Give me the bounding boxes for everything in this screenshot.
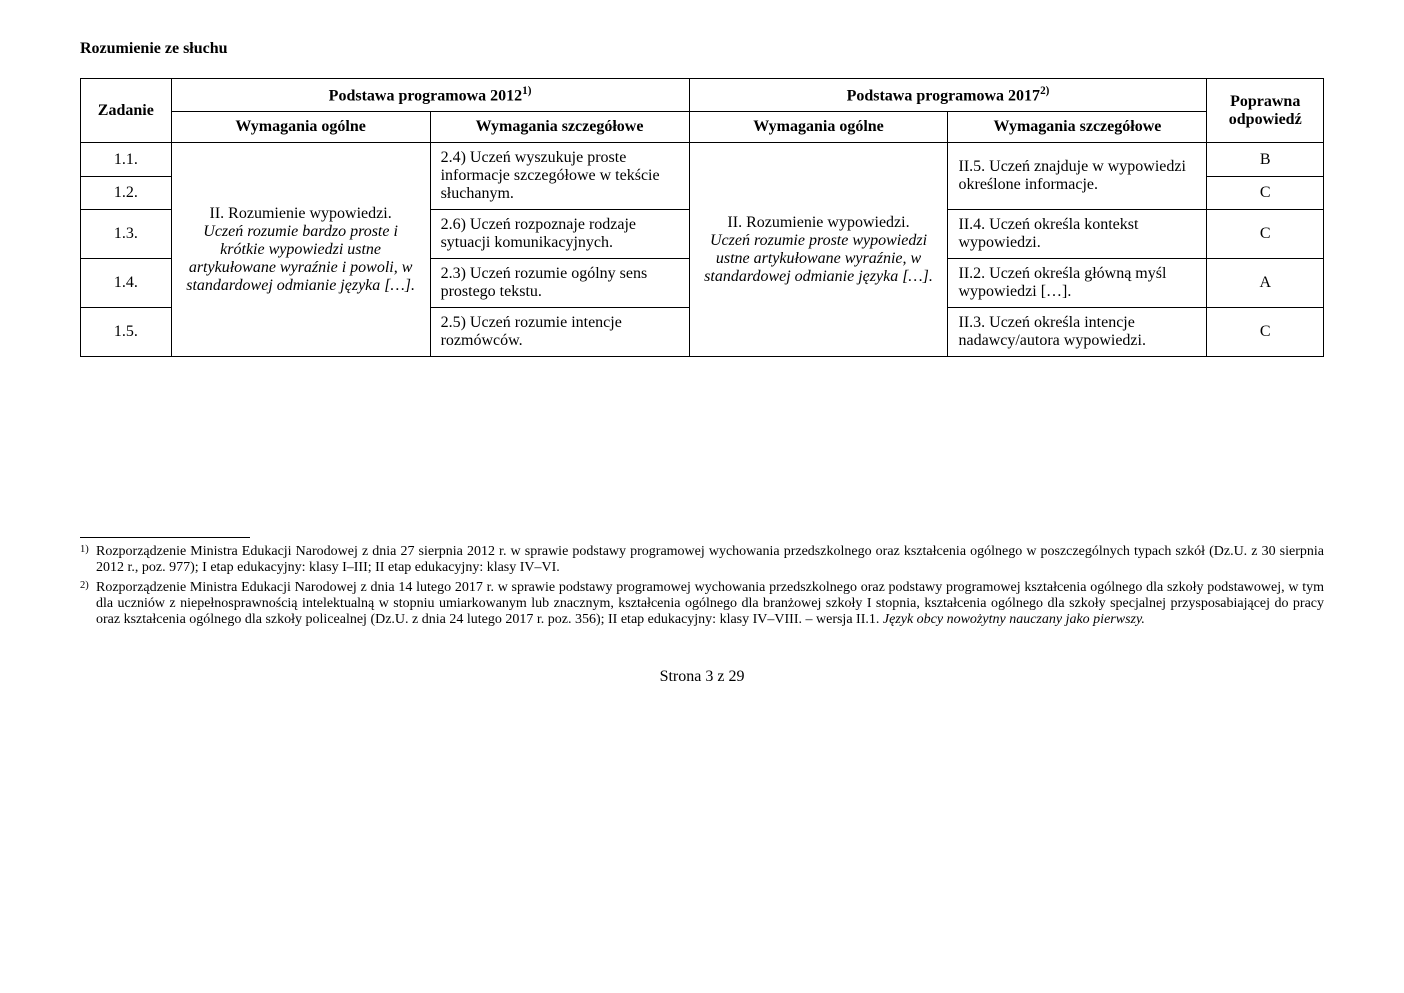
footnotes: 1) Rozporządzenie Ministra Edukacji Naro… [80,537,1324,628]
header-wym-ogolne-1: Wymagania ogólne [171,112,430,143]
cell-odp: C [1207,210,1324,259]
cell-ogolne-2017-merged: II. Rozumienie wypowiedzi. Uczeń rozumie… [689,143,948,357]
cell-szczeg-2017: II.2. Uczeń określa główną myśl wypowied… [948,259,1207,308]
footnote-1: 1) Rozporządzenie Ministra Edukacji Naro… [80,544,1324,576]
table-row: 1.1. II. Rozumienie wypowiedzi. Uczeń ro… [81,143,1324,177]
cell-szczeg-2017: II.3. Uczeń określa intencje nadawcy/aut… [948,308,1207,357]
footnote-text: Rozporządzenie Ministra Edukacji Narodow… [96,544,1324,576]
footnote-2: 2) Rozporządzenie Ministra Edukacji Naro… [80,580,1324,628]
cell-szczeg-2017-merged: II.5. Uczeń znajduje w wypowiedzi określ… [948,143,1207,210]
cell-szczeg-2012: 2.3) Uczeń rozumie ogólny sens prostego … [430,259,689,308]
header-wym-ogolne-2: Wymagania ogólne [689,112,948,143]
header-wym-szczeg-2: Wymagania szczegółowe [948,112,1207,143]
cell-zadanie: 1.4. [81,259,172,308]
cell-szczeg-2012: 2.6) Uczeń rozpoznaje rodzaje sytuacji k… [430,210,689,259]
cell-odp: A [1207,259,1324,308]
cell-odp: C [1207,308,1324,357]
footnote-marker: 1) [80,544,96,576]
cell-ogolne-2012-merged: II. Rozumienie wypowiedzi. Uczeń rozumie… [171,143,430,357]
footnote-marker: 2) [80,580,96,628]
cell-odp: C [1207,176,1324,210]
cell-zadanie: 1.3. [81,210,172,259]
table-header-row-2: Wymagania ogólne Wymagania szczegółowe W… [81,112,1324,143]
cell-odp: B [1207,143,1324,177]
footnote-text: Rozporządzenie Ministra Edukacji Narodow… [96,580,1324,628]
cell-zadanie: 1.2. [81,176,172,210]
cell-szczeg-2012-merged: 2.4) Uczeń wyszukuje proste informacje s… [430,143,689,210]
header-podstawa-2017: Podstawa programowa 20172) [689,79,1207,112]
page-number: Strona 3 z 29 [80,668,1324,686]
cell-szczeg-2012: 2.5) Uczeń rozumie intencje rozmówców. [430,308,689,357]
table-header-row-1: Zadanie Podstawa programowa 20121) Podst… [81,79,1324,112]
cell-zadanie: 1.5. [81,308,172,357]
header-wym-szczeg-1: Wymagania szczegółowe [430,112,689,143]
curriculum-table: Zadanie Podstawa programowa 20121) Podst… [80,78,1324,357]
cell-szczeg-2017: II.4. Uczeń określa kontekst wypowiedzi. [948,210,1207,259]
cell-zadanie: 1.1. [81,143,172,177]
header-podstawa-2012: Podstawa programowa 20121) [171,79,689,112]
section-title: Rozumienie ze słuchu [80,40,1324,58]
header-poprawna: Poprawna odpowiedź [1207,79,1324,143]
header-zadanie: Zadanie [81,79,172,143]
